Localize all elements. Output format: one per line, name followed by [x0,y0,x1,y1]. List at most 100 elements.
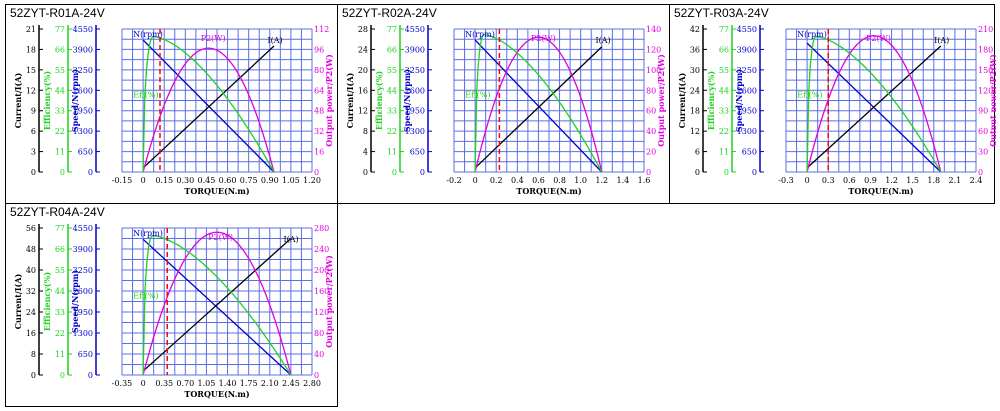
speed-tick-label: 3900 [405,45,425,54]
current-tick-label: 28 [358,25,368,34]
x-tick-label: 0.9 [864,176,877,185]
efficiency-tick-label: 0 [392,168,397,177]
power-curve [806,35,942,173]
x-tick-label: 1.2 [885,176,898,185]
current-tick-label: 9 [31,107,36,116]
efficiency-tick-label: 11 [387,148,397,157]
efficiency-tick-label: 55 [719,66,729,75]
x-tick-label: -0.3 [778,176,793,185]
efficiency-curve-label: Eff(%) [797,91,822,100]
efficiency-tick-label: 33 [55,107,65,116]
power-tick-label: 120 [314,308,329,317]
x-tick-label: 0 [141,379,146,388]
current-axis-title: Current/I(A) [13,72,23,128]
speed-tick-label: 2600 [73,287,93,296]
efficiency-curve [474,33,603,173]
speed-tick-label: 1300 [73,127,93,136]
x-tick-label: 2.10 [261,379,279,388]
speed-tick-label: 650 [742,148,757,157]
power-tick-label: 60 [978,127,988,136]
current-tick-label: 48 [26,245,36,254]
speed-tick-label: 4550 [73,224,93,233]
x-tick-label: 0 [473,176,478,185]
efficiency-tick-label: 11 [55,350,65,359]
x-tick-label: 0.8 [553,176,566,185]
motor-curve-chart: 0 4 8 12 16 20 24 28 Current/I(A) 0 11 22 33 44 55 66 77… [345,25,666,196]
current-tick-label: 12 [690,127,700,136]
efficiency-tick-label: 66 [55,245,65,254]
x-tick-label: 1.5 [906,176,919,185]
chart-panel-1: 52ZYT-R01A-24V 0 3 6 9 12 15 18 21 Current/I(A) 0… [5,4,338,204]
efficiency-tick-label: 77 [387,25,397,34]
speed-tick-label: 3250 [73,266,93,275]
current-tick-label: 4 [363,148,368,157]
speed-tick-label: 1300 [73,329,93,338]
current-tick-label: 32 [26,287,36,296]
efficiency-tick-label: 44 [55,86,65,95]
speed-tick-label: 0 [752,168,757,177]
speed-axis-title: Speed/N(rpm) [402,69,412,132]
power-tick-label: 0 [314,371,319,380]
current-tick-label: 15 [26,66,36,75]
x-tick-label: 0.45 [198,176,216,185]
efficiency-tick-label: 33 [387,107,397,116]
current-axis-title: Current/I(A) [13,273,23,329]
efficiency-tick-label: 55 [55,66,65,75]
current-tick-label: 12 [26,86,36,95]
speed-axis-title: Speed/N(rpm) [70,69,80,132]
power-axis-title: Output power/P2(W) [324,54,334,147]
current-tick-label: 20 [358,66,368,75]
x-tick-label: -0.35 [112,379,133,388]
x-axis-title: TORQUE(N.m) [184,389,249,399]
current-curve-label: I(A) [595,36,610,45]
efficiency-axis-title: Efficiency(%) [42,71,52,130]
x-tick-label: 1.40 [219,379,237,388]
efficiency-tick-label: 0 [60,168,65,177]
current-tick-label: 24 [358,45,368,54]
power-tick-label: 30 [978,148,988,157]
power-tick-label: 40 [646,127,656,136]
speed-tick-label: 0 [420,168,425,177]
motor-curve-chart: 0 6 12 18 24 30 36 42 Current/I(A) 0 11 22 33 44 55 66 7… [677,25,996,196]
x-tick-label: 2.1 [949,176,962,185]
power-tick-label: 96 [314,45,324,54]
current-tick-label: 12 [358,107,368,116]
efficiency-tick-label: 22 [55,329,65,338]
speed-tick-label: 1950 [737,107,757,116]
efficiency-tick-label: 44 [387,86,397,95]
efficiency-tick-label: 66 [719,45,729,54]
power-axis-title: Output power/P2(W) [988,54,996,147]
efficiency-tick-label: 0 [724,168,729,177]
speed-curve-label: N(rpm) [797,30,827,39]
current-tick-label: 6 [695,148,700,157]
speed-tick-label: 4550 [737,25,757,34]
power-tick-label: 90 [978,107,988,116]
power-tick-label: 16 [314,148,324,157]
x-tick-label: 0.70 [176,379,194,388]
speed-tick-label: 1950 [73,107,93,116]
x-tick-label: 0.90 [261,176,279,185]
efficiency-tick-label: 66 [387,45,397,54]
chart-title: 52ZYT-R02A-24V [342,6,437,20]
efficiency-tick-label: 11 [719,148,729,157]
current-tick-label: 24 [26,308,36,317]
current-tick-label: 0 [31,371,36,380]
power-tick-label: 180 [978,45,993,54]
efficiency-tick-label: 77 [719,25,729,34]
current-tick-label: 16 [358,86,368,95]
x-axis-title: TORQUE(N.m) [848,186,913,196]
speed-tick-label: 3900 [737,45,757,54]
power-tick-label: 120 [978,86,993,95]
power-tick-label: 140 [646,25,661,34]
power-axis-title: Output power/P2(W) [656,54,666,147]
current-tick-label: 8 [363,127,368,136]
x-tick-label: 0.30 [176,176,194,185]
current-tick-label: 0 [695,168,700,177]
efficiency-tick-label: 33 [719,107,729,116]
speed-tick-label: 650 [78,148,93,157]
current-tick-label: 6 [31,127,36,136]
current-curve-label: I(A) [934,36,949,45]
power-tick-label: 100 [646,66,661,75]
speed-tick-label: 3900 [73,245,93,254]
x-tick-label: 2.80 [303,379,321,388]
